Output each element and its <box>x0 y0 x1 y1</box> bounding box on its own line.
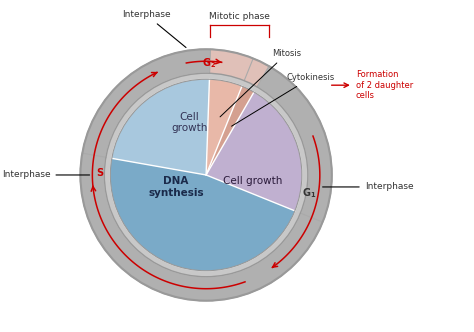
Circle shape <box>104 73 308 277</box>
Text: $\mathbf{G_1}$: $\mathbf{G_1}$ <box>302 186 317 200</box>
Polygon shape <box>110 158 295 271</box>
Text: $\mathbf{S}$: $\mathbf{S}$ <box>96 166 104 178</box>
Polygon shape <box>210 49 269 87</box>
Polygon shape <box>206 86 254 175</box>
Polygon shape <box>112 79 210 175</box>
Text: Mitosis: Mitosis <box>220 49 301 117</box>
Text: Cytokinesis: Cytokinesis <box>232 73 335 126</box>
Circle shape <box>81 49 332 301</box>
Text: Cell
growth: Cell growth <box>172 112 208 133</box>
Text: DNA
synthesis: DNA synthesis <box>148 176 204 198</box>
Text: Formation
of 2 daughter
cells: Formation of 2 daughter cells <box>356 70 413 100</box>
Text: Interphase: Interphase <box>323 183 413 192</box>
Polygon shape <box>206 79 242 175</box>
Text: Cell growth: Cell growth <box>223 176 282 186</box>
Polygon shape <box>206 86 302 211</box>
Circle shape <box>110 79 302 271</box>
Text: Mitotic phase: Mitotic phase <box>210 12 270 21</box>
Text: Interphase: Interphase <box>122 10 186 47</box>
Text: $\mathbf{G_2}$: $\mathbf{G_2}$ <box>202 56 216 70</box>
Text: Interphase: Interphase <box>2 170 90 180</box>
